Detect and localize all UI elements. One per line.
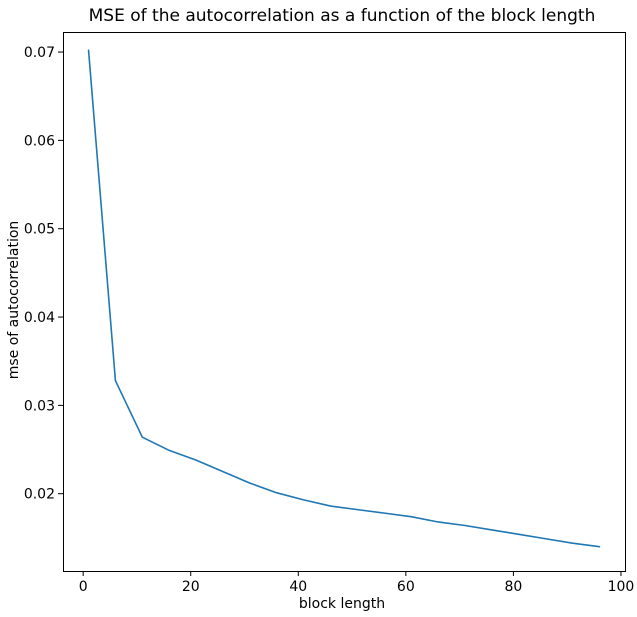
x-tick-label: 80: [504, 579, 522, 595]
x-tick-label: 40: [289, 579, 307, 595]
y-tick-label: 0.02: [24, 487, 55, 503]
chart-title: MSE of the autocorrelation as a function…: [89, 6, 596, 26]
y-tick-label: 0.07: [24, 45, 55, 61]
x-axis-label: block length: [299, 596, 385, 612]
y-tick-label: 0.03: [24, 398, 55, 414]
y-tick-label: 0.06: [24, 133, 55, 149]
x-axis: 0 20 40 60 80 100: [79, 571, 635, 595]
y-axis-label: mse of autocorrelation: [6, 221, 22, 380]
y-axis: 0.02 0.03 0.04 0.05 0.06 0.07: [24, 45, 64, 503]
plot-area: [63, 32, 626, 572]
x-tick-label: 100: [608, 579, 635, 595]
x-tick-label: 0: [79, 579, 88, 595]
series-line-1: [87, 49, 601, 548]
plot-frame: [63, 32, 626, 572]
y-tick-label: 0.04: [24, 310, 55, 326]
x-tick-label: 20: [182, 579, 200, 595]
x-tick-label: 60: [397, 579, 415, 595]
y-tick-label: 0.05: [24, 222, 55, 238]
